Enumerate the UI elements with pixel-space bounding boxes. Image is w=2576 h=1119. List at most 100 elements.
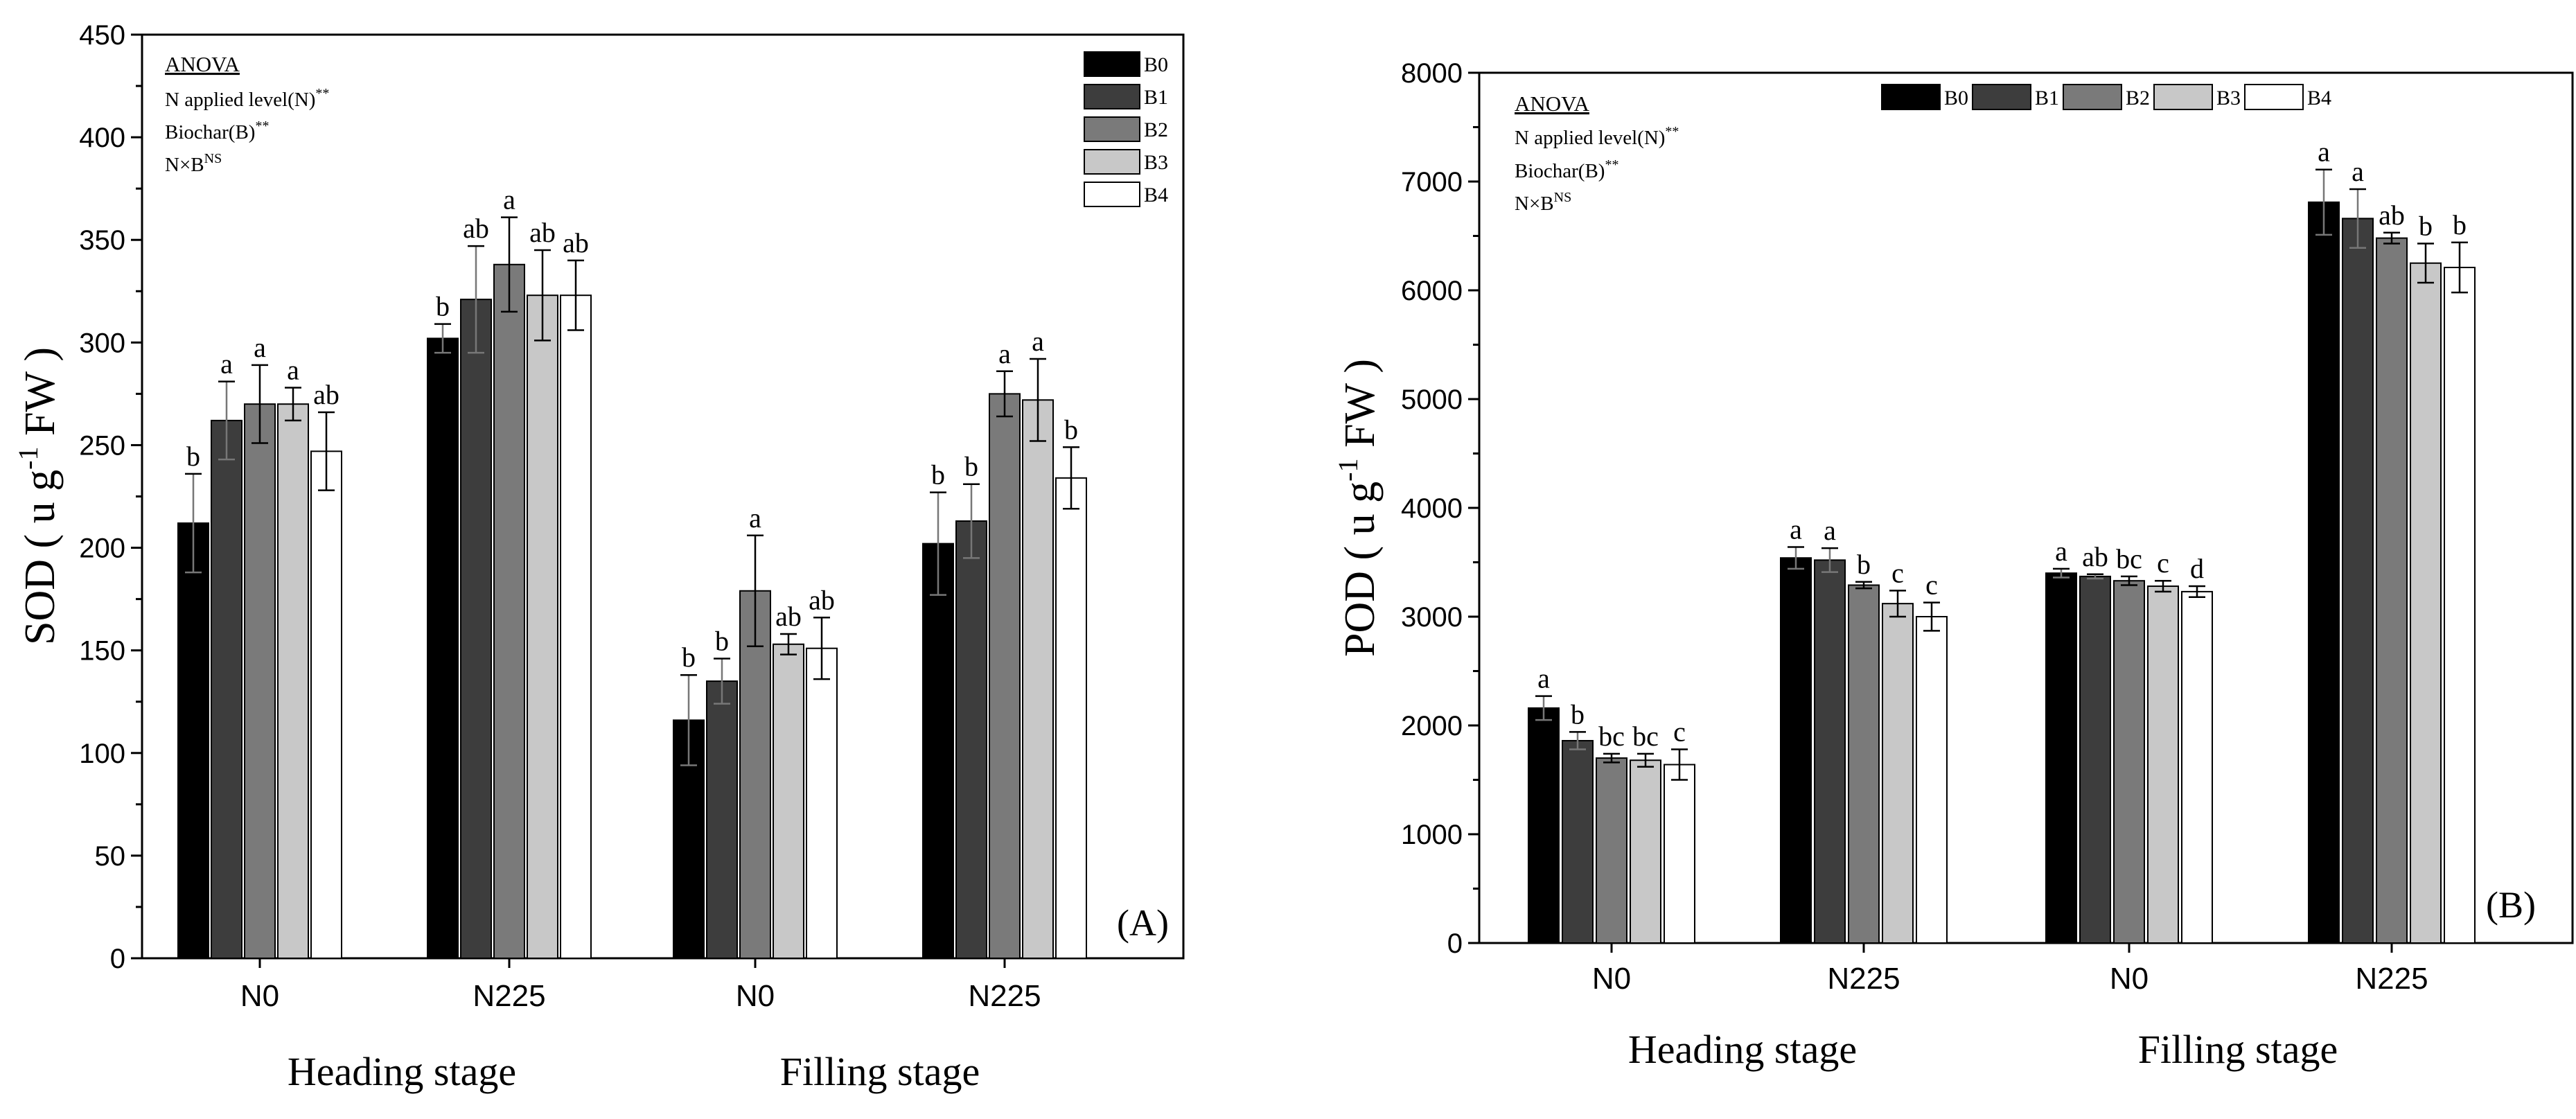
bar-b-b1 bbox=[2342, 218, 2374, 944]
y-tick-label-a: 50 bbox=[95, 841, 126, 872]
y-tick-label-b: 8000 bbox=[1401, 58, 1463, 89]
stage-label-a-filling: Filling stage bbox=[780, 1049, 980, 1094]
y-tick-label-b: 7000 bbox=[1401, 167, 1463, 197]
bar-a-b4 bbox=[560, 294, 592, 959]
bar-a-b0 bbox=[177, 522, 209, 959]
significance-letter-b: d bbox=[2190, 553, 2204, 584]
significance-letter-b: a bbox=[1824, 515, 1836, 546]
stage-label-b-filling: Filling stage bbox=[2138, 1027, 2338, 1072]
x-axis-b: N0 N225 N0 N225 bbox=[1592, 943, 2428, 996]
bar-a-b3 bbox=[773, 643, 804, 960]
panel-label-a: (A) bbox=[1117, 902, 1169, 944]
bar-a-b1 bbox=[211, 419, 242, 959]
legend-b: B0 B1 B2 B3 B4 bbox=[1881, 84, 2331, 110]
significance-letter-b: c bbox=[1925, 570, 1938, 601]
y-tick-label-a: 400 bbox=[79, 123, 125, 153]
bar-a-b3 bbox=[1022, 399, 1054, 959]
anova-a-2-text: Biochar(B) bbox=[165, 121, 255, 143]
bar-b-b4 bbox=[1916, 616, 1948, 944]
bar-b-b4 bbox=[1664, 764, 1695, 944]
anova-b-1-sup: ** bbox=[1665, 124, 1679, 139]
anova-a-3-text: N×B bbox=[165, 154, 204, 176]
bar-b-b3 bbox=[1882, 603, 1914, 944]
bar-b-b0 bbox=[1528, 707, 1560, 944]
bar-a-b3 bbox=[527, 294, 558, 959]
bar-b-b2 bbox=[2113, 580, 2145, 944]
significance-letter-a: a bbox=[749, 502, 761, 534]
anova-title-a: ANOVA bbox=[165, 52, 240, 76]
significance-letter-a: ab bbox=[463, 213, 489, 244]
significance-letter-b: ab bbox=[2082, 541, 2108, 572]
bar-a-b2 bbox=[244, 403, 276, 959]
legend-label-b-b2: B2 bbox=[2126, 87, 2150, 109]
y-tick-label-a: 150 bbox=[79, 636, 125, 667]
legend-swatch-b-b3 bbox=[2153, 84, 2213, 110]
y-axis-label-a: SOD ( u g-1 FW ) bbox=[12, 347, 64, 645]
bar-a-b0 bbox=[427, 337, 459, 959]
significance-letter-b: ab bbox=[2379, 200, 2405, 231]
anova-a-1-text: N applied level(N) bbox=[165, 89, 315, 111]
x-tick-label-b: N225 bbox=[1827, 962, 1900, 996]
legend-swatch-a-b4 bbox=[1084, 182, 1140, 207]
x-axis-a: N0 N225 N0 N225 bbox=[240, 958, 1041, 1013]
bar-a-b2 bbox=[493, 263, 525, 960]
y-tick-label-a: 100 bbox=[79, 739, 125, 769]
anova-line-b-3: N×BNS bbox=[1515, 190, 1571, 215]
significance-letter-a: ab bbox=[775, 601, 802, 632]
y-tick-label-b: 3000 bbox=[1401, 602, 1463, 633]
bar-a-b1 bbox=[706, 680, 738, 959]
y-axis-label-a-tail: FW ) bbox=[17, 347, 64, 447]
y-tick-label-a: 450 bbox=[79, 20, 125, 51]
legend-swatch-a-b1 bbox=[1084, 84, 1140, 109]
significance-letter-b: bc bbox=[1598, 721, 1625, 752]
bar-b-b0 bbox=[2308, 201, 2340, 944]
significance-letter-a: a bbox=[1032, 326, 1044, 357]
significance-letter-a: b bbox=[931, 459, 945, 491]
stage-label-a-heading: Heading stage bbox=[288, 1049, 516, 1094]
y-tick-label-b: 5000 bbox=[1401, 385, 1463, 415]
significance-letter-b: a bbox=[1790, 514, 1802, 545]
y-tick-label-b: 6000 bbox=[1401, 276, 1463, 306]
significance-letter-b: a bbox=[1537, 663, 1550, 694]
x-tick-label-b: N0 bbox=[1592, 962, 1631, 996]
legend-label-b-b1: B1 bbox=[2035, 87, 2059, 109]
bar-a-b1 bbox=[955, 520, 987, 959]
x-tick-label-a: N225 bbox=[968, 979, 1041, 1013]
legend-label-a-b3: B3 bbox=[1144, 151, 1168, 174]
significance-letter-a: ab bbox=[809, 584, 835, 615]
significance-letter-b: b bbox=[1857, 549, 1871, 580]
anova-line-a-2: Biochar(B)** bbox=[165, 118, 269, 143]
y-tick-label-b: 1000 bbox=[1401, 820, 1463, 850]
panel-label-b: (B) bbox=[2486, 884, 2536, 926]
y-axis-label-b-tail: FW ) bbox=[1336, 359, 1384, 459]
legend-swatch-a-b0 bbox=[1084, 51, 1140, 77]
bar-b-b4 bbox=[2444, 267, 2476, 944]
legend-label-a-b4: B4 bbox=[1144, 184, 1168, 206]
bar-b-b0 bbox=[2045, 572, 2077, 944]
legend-swatch-b-b4 bbox=[2244, 84, 2304, 110]
y-tick-label-a: 250 bbox=[79, 430, 125, 461]
significance-letter-b: bc bbox=[2116, 543, 2142, 574]
anova-box-a: ANOVA N applied level(N)** Biochar(B)** … bbox=[165, 52, 329, 176]
bar-a-b2 bbox=[739, 590, 771, 959]
anova-a-2-sup: ** bbox=[255, 118, 269, 134]
significance-letter-b: b bbox=[1571, 698, 1585, 730]
significance-letter-b: c bbox=[1673, 716, 1686, 748]
legend-swatch-a-b3 bbox=[1084, 149, 1140, 175]
bar-b-b0 bbox=[1780, 557, 1812, 944]
legend-label-b-b3: B3 bbox=[2216, 87, 2241, 109]
y-axis-b: 0 1000 2000 3000 4000 5000 6000 7000 8000 bbox=[1401, 58, 1479, 959]
anova-line-a-1: N applied level(N)** bbox=[165, 86, 329, 111]
bar-a-b3 bbox=[277, 403, 309, 959]
significance-letter-a: ab bbox=[313, 379, 339, 410]
bar-b-b1 bbox=[1814, 559, 1846, 944]
y-tick-label-a: 200 bbox=[79, 534, 125, 564]
bar-b-b1 bbox=[2079, 575, 2111, 944]
anova-b-1-text: N applied level(N) bbox=[1515, 127, 1665, 149]
legend-label-b-b0: B0 bbox=[1944, 87, 1968, 109]
bar-b-b3 bbox=[2147, 585, 2179, 944]
anova-title-b: ANOVA bbox=[1515, 91, 1590, 116]
y-axis-a: 0 50 100 150 200 250 300 350 400 450 bbox=[79, 20, 142, 974]
significance-letter-a: a bbox=[287, 355, 299, 386]
